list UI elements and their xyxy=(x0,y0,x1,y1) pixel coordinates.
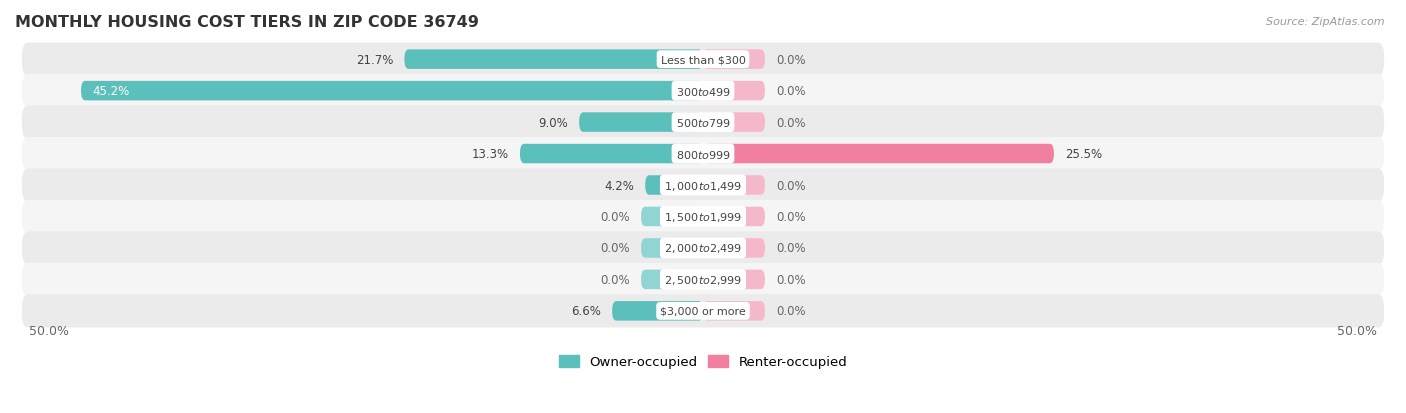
Text: 0.0%: 0.0% xyxy=(776,273,806,286)
FancyBboxPatch shape xyxy=(82,82,703,101)
Text: 0.0%: 0.0% xyxy=(600,242,630,255)
Text: 0.0%: 0.0% xyxy=(776,116,806,129)
Text: $2,500 to $2,999: $2,500 to $2,999 xyxy=(664,273,742,286)
Text: 25.5%: 25.5% xyxy=(1064,148,1102,161)
FancyBboxPatch shape xyxy=(641,207,703,227)
Text: 4.2%: 4.2% xyxy=(605,179,634,192)
Text: 0.0%: 0.0% xyxy=(776,179,806,192)
FancyBboxPatch shape xyxy=(22,294,1384,328)
Text: 0.0%: 0.0% xyxy=(776,85,806,98)
Text: 6.6%: 6.6% xyxy=(571,305,602,318)
FancyBboxPatch shape xyxy=(641,270,703,290)
Text: $2,000 to $2,499: $2,000 to $2,499 xyxy=(664,242,742,255)
Text: 50.0%: 50.0% xyxy=(1337,324,1378,337)
FancyBboxPatch shape xyxy=(703,239,765,258)
FancyBboxPatch shape xyxy=(405,50,703,70)
Text: 0.0%: 0.0% xyxy=(776,54,806,66)
Text: 0.0%: 0.0% xyxy=(600,273,630,286)
FancyBboxPatch shape xyxy=(703,145,1054,164)
Text: MONTHLY HOUSING COST TIERS IN ZIP CODE 36749: MONTHLY HOUSING COST TIERS IN ZIP CODE 3… xyxy=(15,15,479,30)
Text: 13.3%: 13.3% xyxy=(472,148,509,161)
FancyBboxPatch shape xyxy=(22,263,1384,296)
FancyBboxPatch shape xyxy=(703,270,765,290)
FancyBboxPatch shape xyxy=(22,232,1384,265)
FancyBboxPatch shape xyxy=(703,82,765,101)
FancyBboxPatch shape xyxy=(22,43,1384,76)
Text: $1,000 to $1,499: $1,000 to $1,499 xyxy=(664,179,742,192)
Text: 0.0%: 0.0% xyxy=(776,211,806,223)
Text: 9.0%: 9.0% xyxy=(538,116,568,129)
FancyBboxPatch shape xyxy=(22,75,1384,108)
FancyBboxPatch shape xyxy=(612,301,703,321)
Text: $3,000 or more: $3,000 or more xyxy=(661,306,745,316)
FancyBboxPatch shape xyxy=(520,145,703,164)
FancyBboxPatch shape xyxy=(703,176,765,195)
Text: 50.0%: 50.0% xyxy=(28,324,69,337)
FancyBboxPatch shape xyxy=(22,138,1384,171)
Text: $800 to $999: $800 to $999 xyxy=(675,148,731,160)
FancyBboxPatch shape xyxy=(22,106,1384,139)
Text: 21.7%: 21.7% xyxy=(356,54,394,66)
Text: 45.2%: 45.2% xyxy=(91,85,129,98)
Text: 0.0%: 0.0% xyxy=(776,242,806,255)
Text: Source: ZipAtlas.com: Source: ZipAtlas.com xyxy=(1267,17,1385,26)
FancyBboxPatch shape xyxy=(703,207,765,227)
Text: Less than $300: Less than $300 xyxy=(661,55,745,65)
Text: $500 to $799: $500 to $799 xyxy=(675,117,731,129)
FancyBboxPatch shape xyxy=(703,113,765,133)
Text: 0.0%: 0.0% xyxy=(600,211,630,223)
FancyBboxPatch shape xyxy=(579,113,703,133)
FancyBboxPatch shape xyxy=(22,200,1384,233)
FancyBboxPatch shape xyxy=(645,176,703,195)
Text: $1,500 to $1,999: $1,500 to $1,999 xyxy=(664,211,742,223)
FancyBboxPatch shape xyxy=(22,169,1384,202)
FancyBboxPatch shape xyxy=(703,50,765,70)
Text: 0.0%: 0.0% xyxy=(776,305,806,318)
FancyBboxPatch shape xyxy=(641,239,703,258)
Legend: Owner-occupied, Renter-occupied: Owner-occupied, Renter-occupied xyxy=(554,350,852,374)
FancyBboxPatch shape xyxy=(703,301,765,321)
Text: $300 to $499: $300 to $499 xyxy=(675,85,731,97)
